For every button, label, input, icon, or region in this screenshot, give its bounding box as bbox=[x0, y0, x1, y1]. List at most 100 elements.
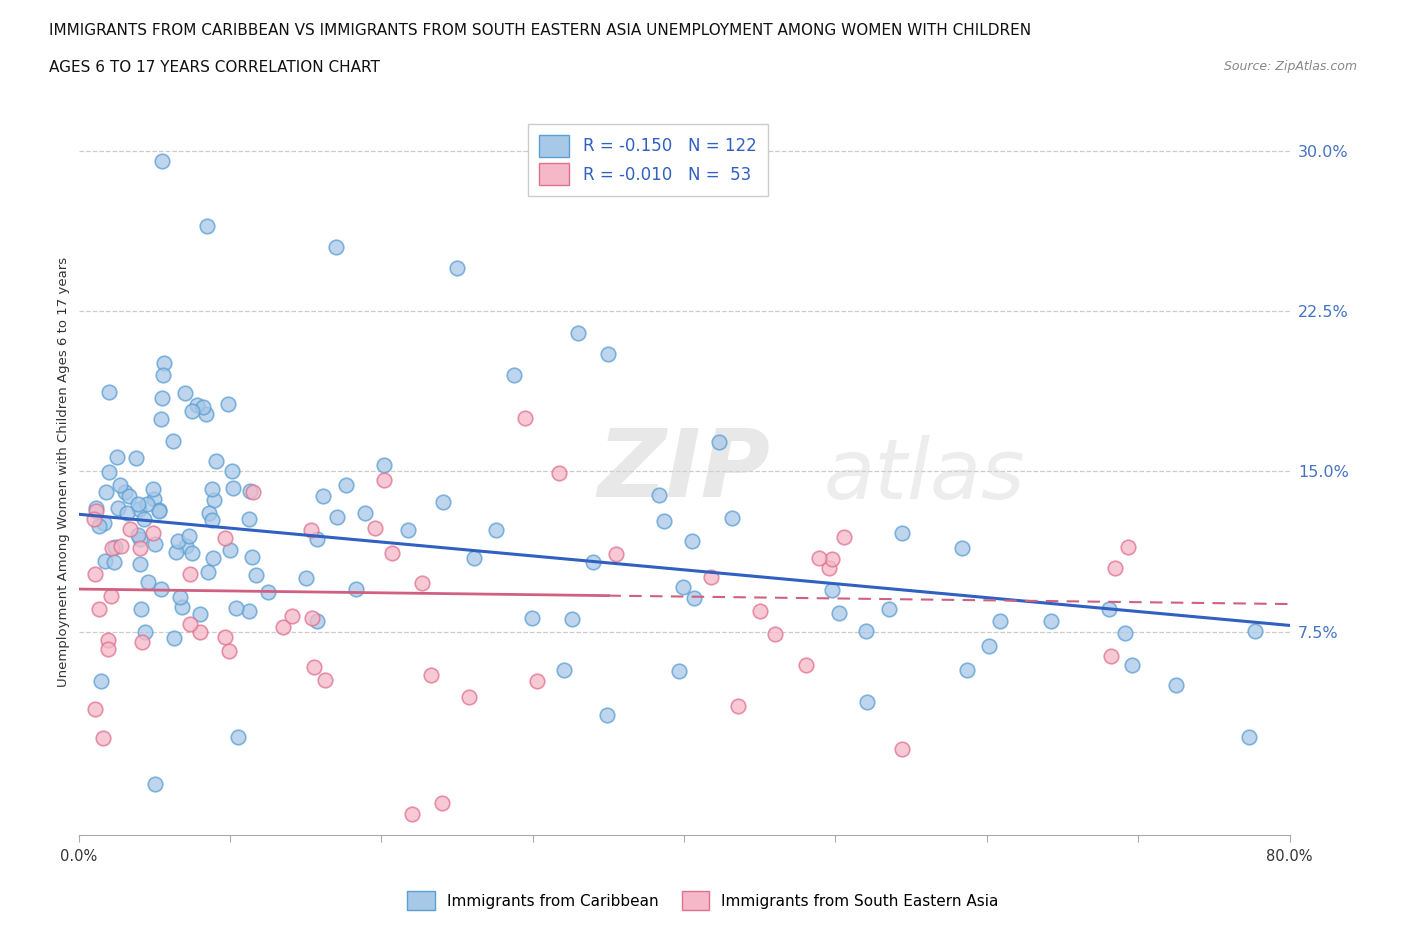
Point bbox=[856, 695, 879, 710]
Point bbox=[83, 512, 105, 526]
Text: atlas: atlas bbox=[824, 434, 1025, 515]
Point bbox=[174, 386, 197, 401]
Point bbox=[93, 515, 115, 530]
Point bbox=[1104, 561, 1126, 576]
Y-axis label: Unemployment Among Women with Children Ages 6 to 17 years: Unemployment Among Women with Children A… bbox=[58, 257, 70, 686]
Point bbox=[700, 569, 723, 584]
Point bbox=[245, 568, 267, 583]
Point bbox=[955, 663, 977, 678]
Point bbox=[950, 541, 973, 556]
Point bbox=[299, 523, 322, 538]
Point bbox=[582, 554, 605, 569]
Point bbox=[335, 477, 357, 492]
Point bbox=[117, 505, 139, 520]
Point bbox=[172, 599, 194, 614]
Point bbox=[401, 806, 423, 821]
Point bbox=[513, 410, 536, 425]
Point bbox=[98, 465, 121, 480]
Point bbox=[201, 482, 224, 497]
Point bbox=[152, 355, 174, 370]
Point bbox=[668, 664, 690, 679]
Point bbox=[128, 502, 150, 517]
Point bbox=[271, 620, 294, 635]
Point bbox=[238, 512, 260, 526]
Point bbox=[84, 566, 107, 581]
Point bbox=[222, 480, 245, 495]
Point bbox=[94, 485, 117, 499]
Point bbox=[162, 631, 184, 645]
Point bbox=[179, 566, 201, 581]
Point bbox=[855, 624, 877, 639]
Text: Source: ZipAtlas.com: Source: ZipAtlas.com bbox=[1223, 60, 1357, 73]
Point bbox=[202, 551, 225, 565]
Point bbox=[136, 497, 159, 512]
Point bbox=[91, 730, 114, 745]
Point bbox=[652, 513, 675, 528]
Point bbox=[201, 512, 224, 527]
Point bbox=[97, 384, 120, 399]
Point bbox=[458, 689, 481, 704]
Point bbox=[195, 219, 218, 233]
Point bbox=[463, 551, 485, 565]
Point bbox=[821, 551, 844, 566]
Point bbox=[197, 565, 219, 579]
Point bbox=[87, 519, 110, 534]
Point bbox=[877, 601, 900, 616]
Point bbox=[90, 673, 112, 688]
Point bbox=[105, 449, 128, 464]
Point bbox=[396, 523, 419, 538]
Point bbox=[214, 629, 236, 644]
Point bbox=[94, 554, 117, 569]
Point bbox=[142, 491, 165, 506]
Point bbox=[1121, 658, 1143, 672]
Point bbox=[87, 602, 110, 617]
Point bbox=[204, 454, 226, 469]
Point bbox=[186, 398, 208, 413]
Point bbox=[314, 672, 336, 687]
Point bbox=[672, 579, 695, 594]
Point bbox=[128, 532, 150, 547]
Point bbox=[294, 571, 316, 586]
Point bbox=[162, 433, 184, 448]
Point bbox=[142, 482, 165, 497]
Point bbox=[108, 478, 131, 493]
Point bbox=[84, 500, 107, 515]
Point bbox=[419, 668, 441, 683]
Point bbox=[598, 347, 620, 362]
Point bbox=[150, 391, 173, 405]
Point bbox=[325, 240, 347, 255]
Point bbox=[720, 511, 742, 525]
Point bbox=[221, 464, 243, 479]
Point bbox=[748, 604, 770, 618]
Point bbox=[148, 503, 170, 518]
Point bbox=[117, 488, 139, 503]
Point bbox=[148, 502, 170, 517]
Point bbox=[596, 708, 619, 723]
Point bbox=[190, 607, 212, 622]
Point bbox=[242, 485, 264, 499]
Point bbox=[312, 488, 335, 503]
Point bbox=[191, 400, 214, 415]
Point bbox=[180, 546, 202, 561]
Point bbox=[1114, 625, 1136, 640]
Point bbox=[727, 698, 749, 713]
Point bbox=[152, 367, 174, 382]
Point bbox=[101, 541, 124, 556]
Point bbox=[136, 575, 159, 590]
Point bbox=[828, 606, 851, 621]
Legend: Immigrants from Caribbean, Immigrants from South Eastern Asia: Immigrants from Caribbean, Immigrants fr… bbox=[399, 884, 1007, 918]
Point bbox=[181, 404, 204, 418]
Point bbox=[485, 523, 508, 538]
Point bbox=[561, 612, 583, 627]
Point bbox=[411, 576, 433, 591]
Point bbox=[257, 584, 280, 599]
Point bbox=[503, 368, 526, 383]
Legend: R = -0.150   N = 122, R = -0.010   N =  53: R = -0.150 N = 122, R = -0.010 N = 53 bbox=[527, 124, 768, 196]
Point bbox=[97, 633, 120, 648]
Point bbox=[194, 406, 217, 421]
Point bbox=[364, 521, 387, 536]
Point bbox=[681, 533, 703, 548]
Point bbox=[808, 551, 831, 565]
Point bbox=[240, 550, 263, 565]
Point bbox=[307, 614, 329, 629]
